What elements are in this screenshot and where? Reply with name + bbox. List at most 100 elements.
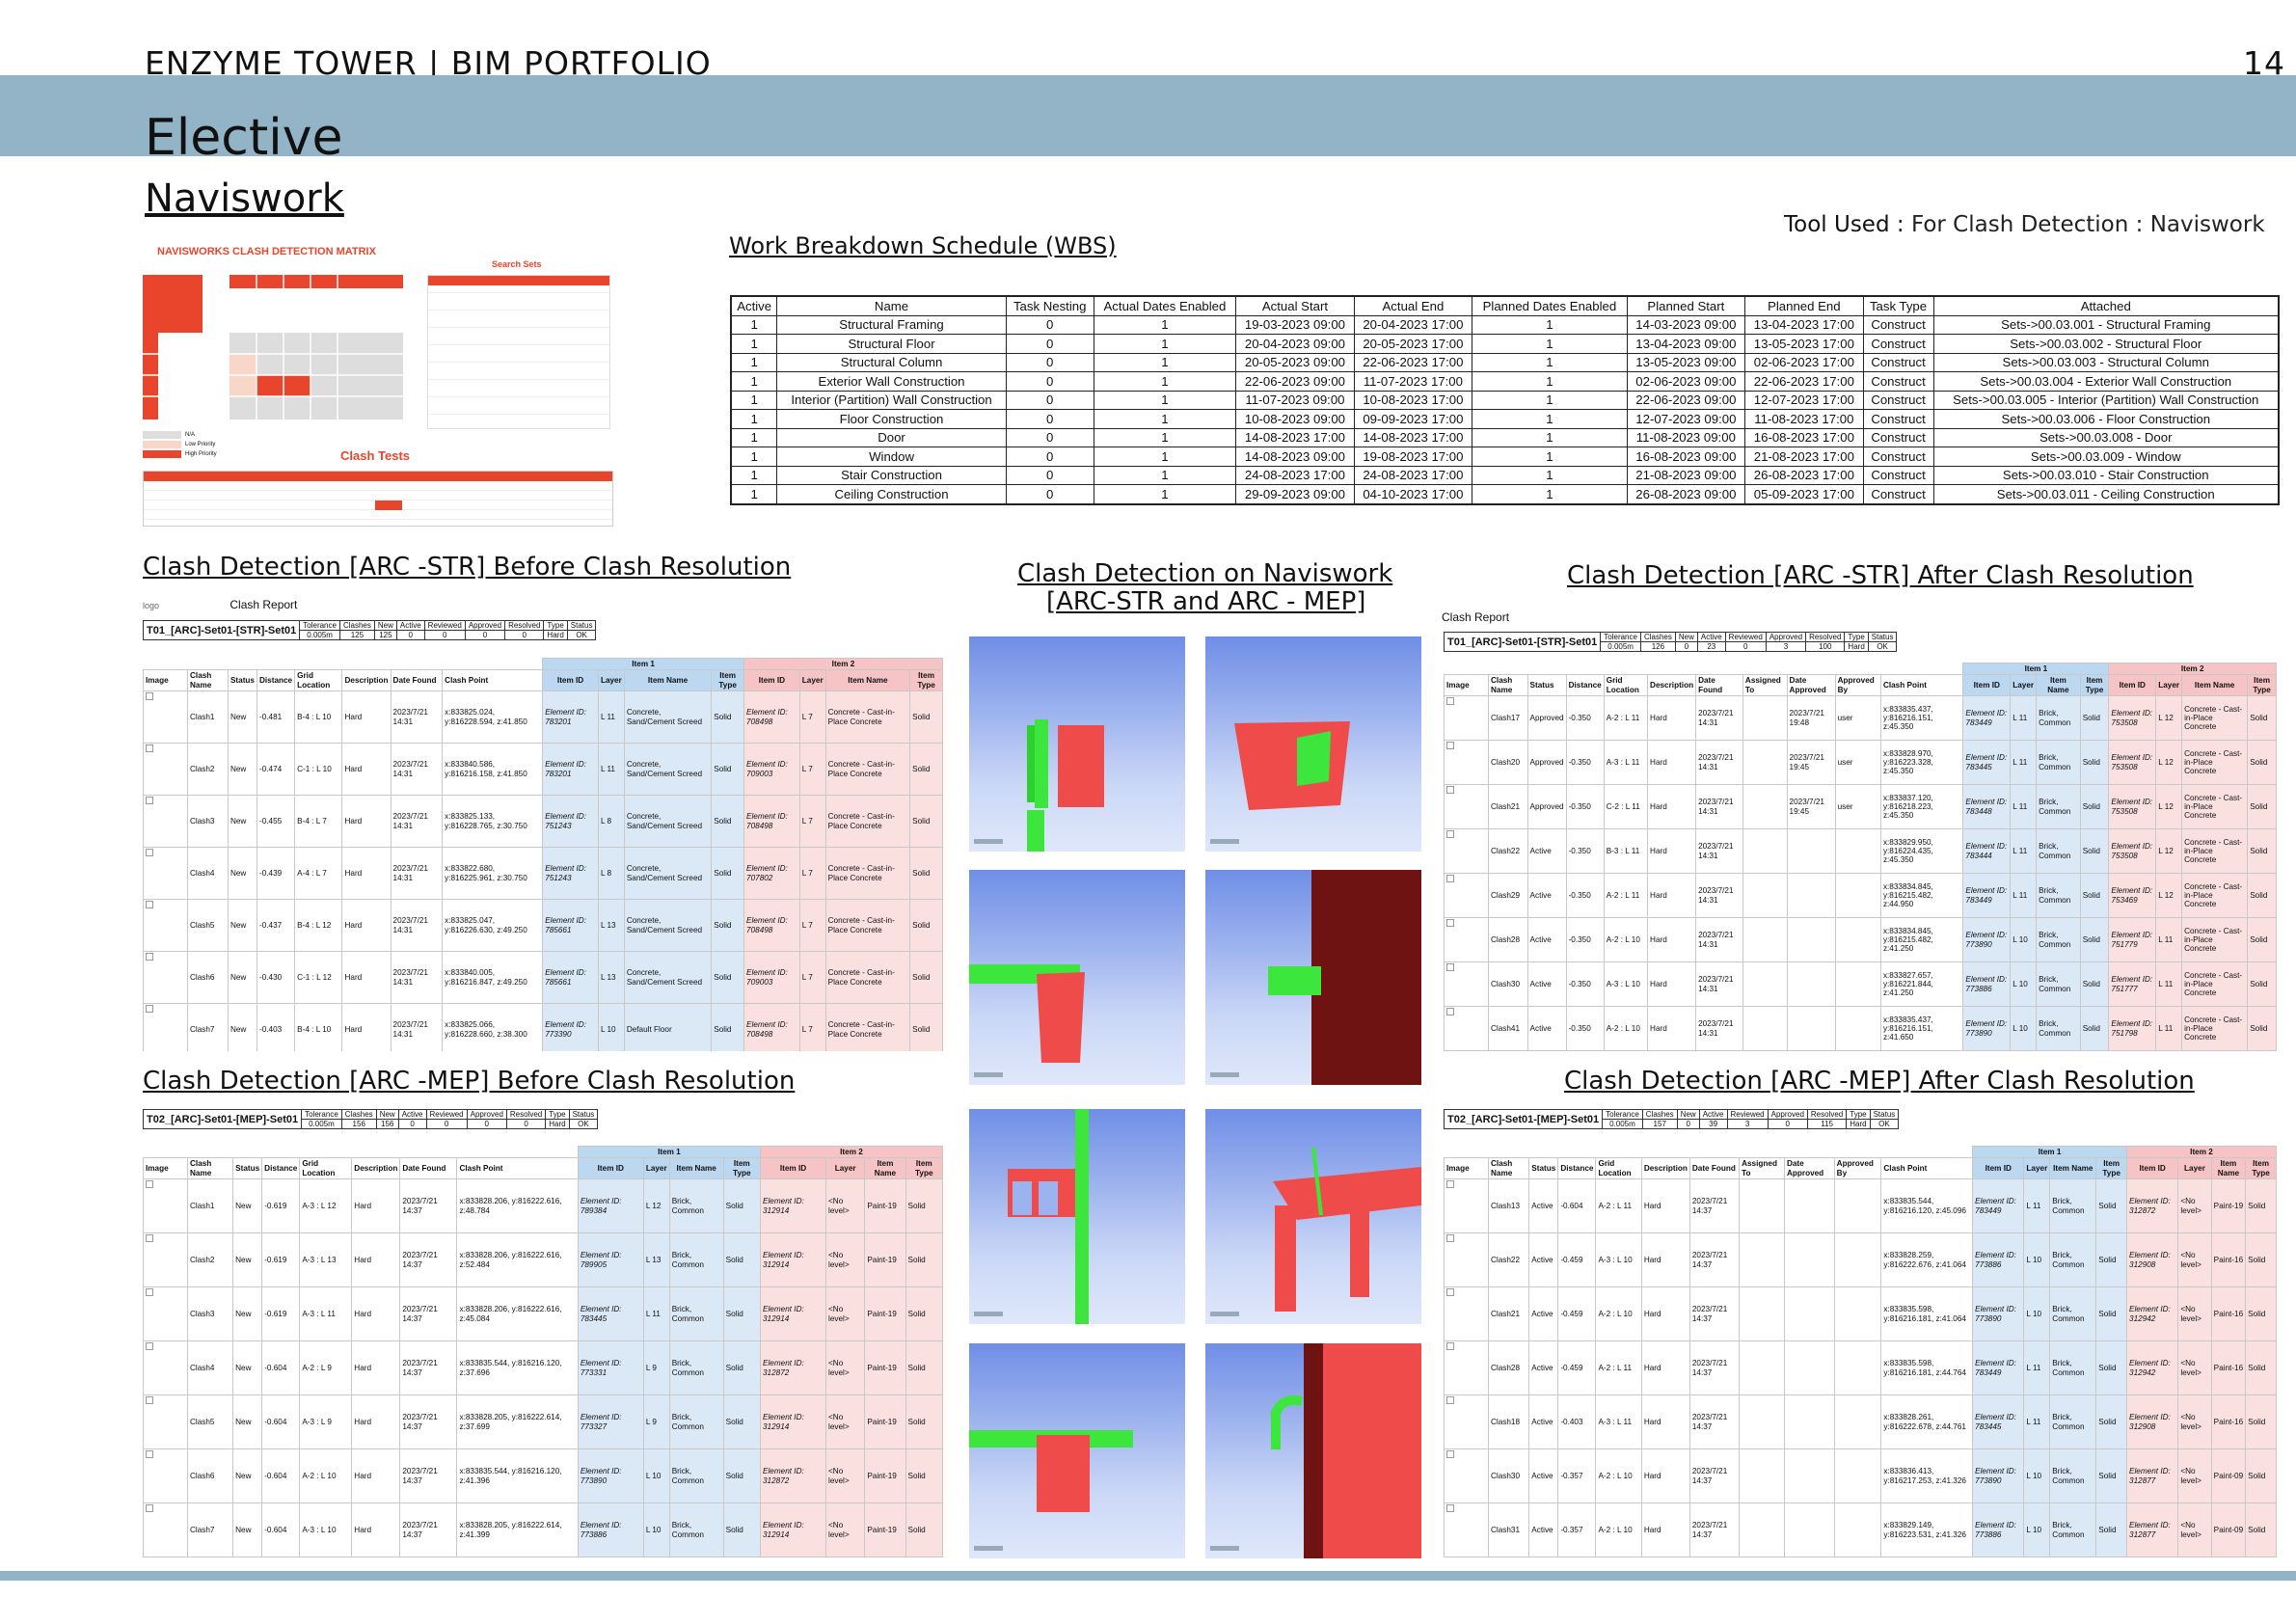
- report-cell: <No level>: [2177, 1448, 2212, 1504]
- element-id: Element ID: 773890: [1972, 1448, 2025, 1504]
- wbs-cell: 1: [1472, 352, 1628, 372]
- wbs-col-header: Task Nesting: [1005, 296, 1094, 316]
- report-cell: A-4 : L 7: [294, 847, 343, 901]
- wbs-cell: 1: [1472, 314, 1628, 335]
- wbs-cell: 19-08-2023 17:00: [1353, 447, 1473, 467]
- element-id-value: 789905: [580, 1259, 608, 1269]
- report3: Item 1 Item 2 Image Clash Name Status Distanc…: [143, 1146, 943, 1562]
- item1-group: Item 1: [542, 658, 745, 671]
- report-cell: 2023/7/21 14:31: [390, 1003, 444, 1051]
- report-cell: Solid: [2079, 695, 2110, 742]
- summary-value: 3: [1765, 641, 1807, 652]
- report-cell: 2023/7/21 14:37: [399, 1286, 458, 1342]
- element-id-prefix: Element ID:: [763, 1305, 804, 1314]
- report-cell: Solid: [2247, 961, 2277, 1008]
- report-cell: Clash28: [1487, 1340, 1530, 1396]
- report-cell: -0.357: [1557, 1502, 1597, 1558]
- report-cell: [1783, 1502, 1835, 1558]
- element-id-value: 773886: [1965, 984, 1992, 993]
- report-cell: 2023/7/21 14:37: [399, 1178, 458, 1234]
- wbs-cell: Construct: [1862, 447, 1934, 467]
- report-cell: x:833834.845, y:816215.482, z:41.250: [1879, 917, 1964, 963]
- wbs-cell: Construct: [1862, 334, 1934, 354]
- report-cell: Hard: [1640, 1178, 1690, 1234]
- clash-row: Clash7 New -0.604 A-3 : L 10 Hard 2023/7/21 1…: [143, 1502, 943, 1558]
- report-col-header: Item Type: [2079, 674, 2110, 697]
- report-col-header: Clash Point: [456, 1157, 579, 1180]
- clash-image-icon: [143, 847, 188, 901]
- report-cell: 2023/7/21 14:37: [399, 1340, 458, 1396]
- search-sets-label: Search Sets: [492, 259, 542, 269]
- wbs-cell: Construct: [1862, 409, 1934, 429]
- report-cell: x:833828.206, y:816222.616, z:52.484: [456, 1232, 579, 1288]
- report2-header: Clash Report: [1442, 610, 1509, 624]
- report-cell: Active: [1528, 1448, 1559, 1504]
- summary-value: 0: [464, 630, 506, 640]
- element-id: Element ID: 312908: [2126, 1232, 2179, 1288]
- arc-str-after-title: Clash Detection [ARC -STR] After Clash R…: [1567, 561, 2194, 590]
- wbs-cell: 0: [1005, 409, 1094, 429]
- element-id: Element ID: 751243: [542, 795, 599, 849]
- summary-header: Reviewed: [1724, 632, 1767, 642]
- report-cell: 2023/7/21 14:31: [1695, 961, 1743, 1008]
- element-id: Element ID: 312914: [759, 1232, 827, 1288]
- element-id-prefix: Element ID:: [763, 1521, 804, 1530]
- report-cell: Solid: [711, 899, 745, 953]
- clash-row: Clash3 New -0.619 A-3 : L 11 Hard 2023/7/21 1…: [143, 1286, 943, 1342]
- report-cell: [1739, 1232, 1785, 1288]
- wbs-cell: 0: [1005, 484, 1094, 504]
- wbs-cell: Sets->00.03.005 - Interior (Partition) W…: [1932, 390, 2279, 410]
- wbs-cell: Sets->00.03.002 - Structural Floor: [1932, 334, 2279, 354]
- report-cell: [1742, 828, 1788, 875]
- summary-value: OK: [1869, 1119, 1900, 1129]
- element-id-value: 783201: [545, 717, 572, 726]
- report-cell: Clash5: [186, 1394, 234, 1450]
- wbs-cell: 1: [1472, 390, 1628, 410]
- summary-value: 125: [373, 630, 397, 640]
- report-cell: Solid: [2247, 873, 2277, 919]
- wbs-cell: 1: [1093, 371, 1237, 392]
- element-id-value: 753469: [2111, 895, 2138, 905]
- report-cell: Concrete - Cast-in-Place Concrete: [2181, 784, 2249, 830]
- wbs-col-header: Planned Start: [1626, 296, 1746, 316]
- clash-image-icon: [143, 1232, 188, 1288]
- report-cell: Hard: [341, 847, 392, 901]
- report-col-header: Date Found: [399, 1157, 458, 1180]
- report-cell: [1786, 961, 1836, 1008]
- report-cell: Solid: [2245, 1502, 2277, 1558]
- report-cell: Hard: [341, 1003, 392, 1051]
- report-cell: Solid: [2095, 1502, 2128, 1558]
- element-id-prefix: Element ID:: [545, 1020, 586, 1030]
- clash-row: Clash22 Active -0.459 A-3 : L 10 Hard 2023/7/…: [1444, 1232, 2277, 1288]
- wbs-col-header: Active: [730, 296, 778, 316]
- report-cell: Solid: [2079, 740, 2110, 786]
- element-id: Element ID: 312877: [2126, 1448, 2179, 1504]
- report-cell: A-2 : L 10: [1595, 1286, 1642, 1342]
- element-id-value: 312877: [2129, 1475, 2156, 1485]
- report-cell: A-2 : L 10: [1595, 1448, 1642, 1504]
- element-id-prefix: Element ID:: [746, 812, 788, 822]
- summary-header: Status: [1867, 632, 1898, 642]
- report-col-header: Item ID: [2108, 674, 2157, 697]
- report-cell: L 12: [2155, 873, 2183, 919]
- report-cell: Clash6: [187, 951, 229, 1005]
- element-id: Element ID: 753508: [2108, 740, 2157, 786]
- element-id-prefix: Element ID:: [580, 1251, 622, 1260]
- clash-image-icon: [1444, 1448, 1489, 1504]
- report-cell: [1742, 917, 1788, 963]
- report-cell: Hard: [341, 743, 392, 797]
- report-cell: x:833835.437, y:816216.151, z:41.650: [1879, 1006, 1964, 1051]
- report-cell: -0.350: [1565, 873, 1605, 919]
- report-cell: Clash29: [1488, 873, 1528, 919]
- report-col-header: Clash Point: [1880, 1157, 1974, 1180]
- report-title: Clash Report: [230, 598, 298, 611]
- wbs-cell: Sets->00.03.008 - Door: [1932, 427, 2279, 447]
- summary-header: Clashes: [1639, 632, 1676, 642]
- summary-header: Type: [545, 1109, 570, 1120]
- report-cell: [1834, 917, 1881, 963]
- clash-row: Clash18 Active -0.403 A-3 : L 11 Hard 2023/7/…: [1444, 1394, 2277, 1450]
- arc-str-before-title: Clash Detection [ARC -STR] Before Clash …: [143, 553, 792, 582]
- summary-header: New: [1676, 1109, 1700, 1120]
- wbs-cell: Door: [776, 427, 1007, 447]
- element-id-prefix: Element ID:: [545, 812, 586, 822]
